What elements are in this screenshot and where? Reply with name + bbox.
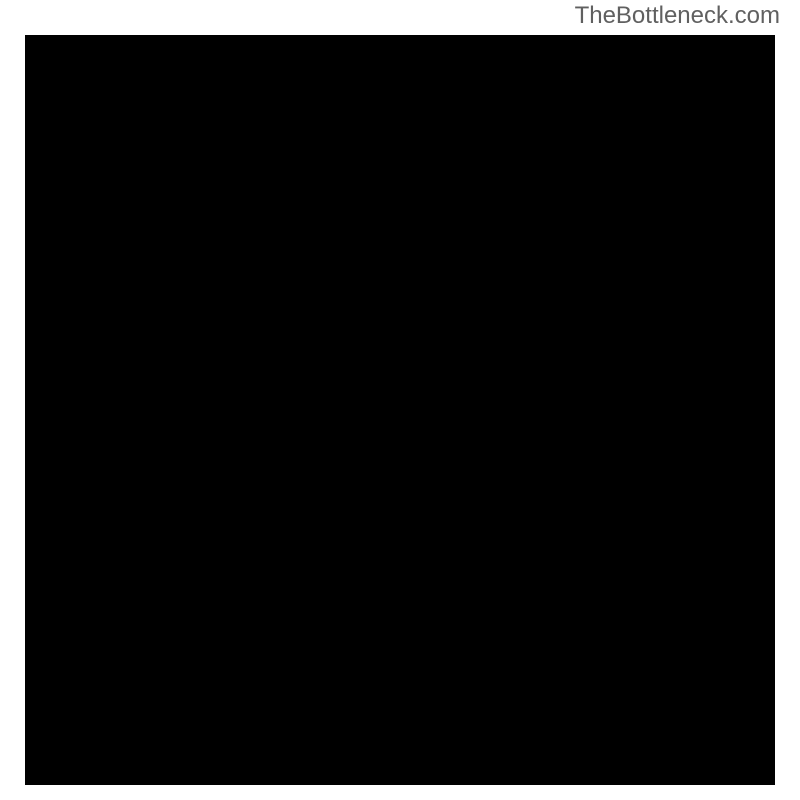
- watermark-text: TheBottleneck.com: [575, 2, 780, 30]
- chart-frame: [25, 35, 775, 785]
- crosshair-vertical: [45, 55, 46, 765]
- heatmap-plot-area: [45, 55, 755, 765]
- heatmap-canvas: [45, 55, 755, 765]
